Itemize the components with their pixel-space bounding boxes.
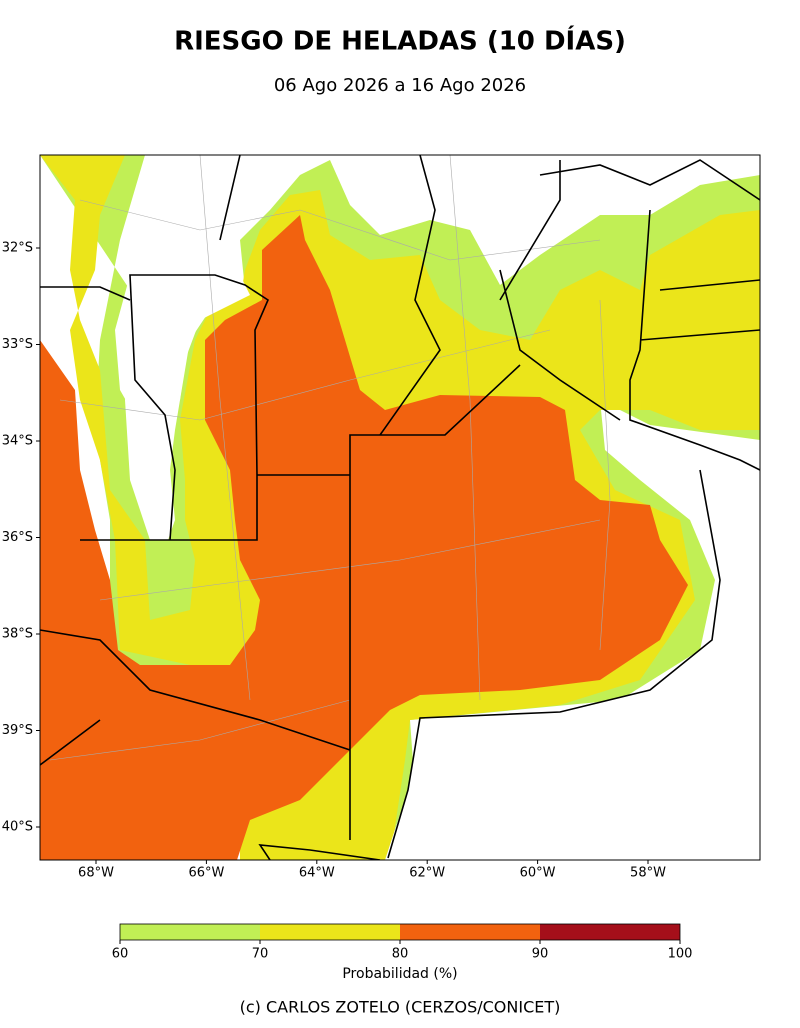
lon-tick-label: 62°W xyxy=(409,866,445,881)
colorbar-tick-label: 80 xyxy=(392,947,409,962)
lon-tick-label: 68°W xyxy=(78,866,114,881)
zone-80 xyxy=(40,215,688,860)
colorbar-segment xyxy=(120,924,260,940)
subtitle: 06 Ago 2026 a 16 Ago 2026 xyxy=(274,75,526,96)
lat-tick-label: 32°S xyxy=(2,241,33,256)
colorbar-tick-label: 60 xyxy=(112,947,129,962)
lat-tick-label: 33°S xyxy=(2,337,33,352)
map xyxy=(39,154,761,861)
colorbar-tick-label: 70 xyxy=(252,947,269,962)
lat-tick-label: 38°S xyxy=(2,627,33,642)
lon-tick-label: 60°W xyxy=(520,866,556,881)
title: RIESGO DE HELADAS (10 DÍAS) xyxy=(174,25,626,57)
lon-tick-label: 64°W xyxy=(299,866,335,881)
colorbar-segment xyxy=(400,924,540,940)
colorbar-label: Probabilidad (%) xyxy=(342,966,457,982)
lon-tick-label: 58°W xyxy=(630,866,666,881)
lat-tick-label: 39°S xyxy=(2,723,33,738)
lat-tick-label: 36°S xyxy=(2,530,33,545)
credit: (c) CARLOS ZOTELO (CERZOS/CONICET) xyxy=(240,998,561,1017)
lat-tick-label: 40°S xyxy=(2,820,33,835)
lon-tick-label: 66°W xyxy=(188,866,224,881)
colorbar-tick-label: 90 xyxy=(532,947,549,962)
lat-tick-label: 34°S xyxy=(2,434,33,449)
map-frame xyxy=(39,154,761,861)
colorbar: 60 70 80 90 100 Probabilidad (%) xyxy=(112,923,693,982)
colorbar-tick-label: 100 xyxy=(668,947,693,962)
axes: 32°S 33°S 34°S 36°S 38°S 39°S 40°S 68°W 66°W 64°W… xyxy=(2,241,666,881)
colorbar-segment xyxy=(540,924,680,940)
colorbar-segment xyxy=(260,924,400,940)
